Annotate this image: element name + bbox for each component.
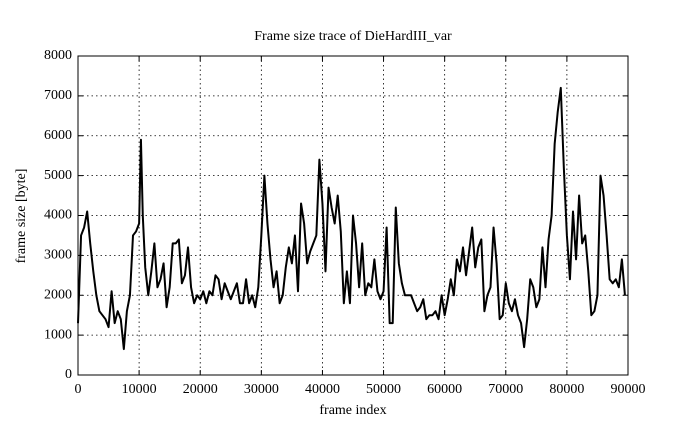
x-tick-label: 50000 xyxy=(366,382,401,397)
plot-frame xyxy=(77,55,629,376)
y-tick-label: 0 xyxy=(65,367,72,382)
chart-title: Frame size trace of DieHardIII_var xyxy=(254,29,452,44)
y-tick-label: 1000 xyxy=(44,327,72,342)
y-tick-label: 8000 xyxy=(44,48,72,63)
y-tick-label: 6000 xyxy=(44,128,72,143)
y-tick-label: 5000 xyxy=(44,168,72,183)
x-tick-label: 30000 xyxy=(244,382,279,397)
y-tick-label: 7000 xyxy=(44,88,72,103)
y-tick-label: 3000 xyxy=(44,248,72,263)
y-axis-label: frame size [byte] xyxy=(14,169,29,264)
x-tick-label: 10000 xyxy=(122,382,157,397)
x-tick-label: 40000 xyxy=(305,382,340,397)
x-tick-label: 80000 xyxy=(549,382,584,397)
x-tick-label: 0 xyxy=(75,382,82,397)
y-tick-label: 2000 xyxy=(44,287,72,302)
x-tick-label: 70000 xyxy=(488,382,523,397)
x-tick-label: 90000 xyxy=(611,382,646,397)
x-tick-label: 20000 xyxy=(183,382,218,397)
y-tick-label: 4000 xyxy=(44,208,72,223)
data-line xyxy=(77,86,626,351)
x-axis-label: frame index xyxy=(319,403,386,418)
x-tick-label: 60000 xyxy=(427,382,462,397)
